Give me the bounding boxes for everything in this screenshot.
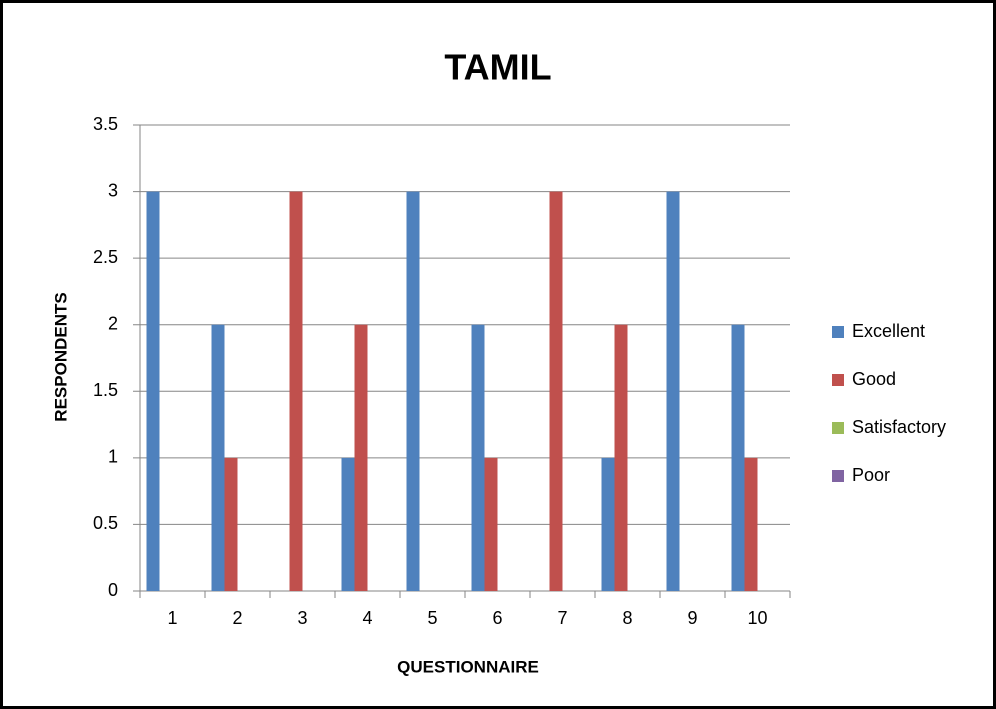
legend-swatch (832, 422, 844, 434)
y-tick-label: 0.5 (93, 513, 118, 533)
bar (471, 324, 485, 591)
bar (666, 191, 680, 592)
y-tick-label: 2 (108, 313, 118, 333)
legend-swatch (832, 470, 844, 482)
x-tick-label: 10 (747, 608, 767, 628)
legend-label: Satisfactory (852, 417, 946, 437)
bar (341, 457, 355, 591)
x-tick-label: 7 (557, 608, 567, 628)
bar (146, 191, 160, 592)
bar (224, 457, 238, 591)
bar (406, 191, 420, 592)
bar (549, 191, 563, 592)
x-tick-label: 3 (297, 608, 307, 628)
bar (484, 457, 498, 591)
y-axis-label: RESPONDENTS (51, 292, 70, 421)
bar (289, 191, 303, 592)
x-tick-label: 2 (232, 608, 242, 628)
bar (354, 324, 368, 591)
x-tick-label: 6 (492, 608, 502, 628)
x-axis-label: QUESTIONNAIRE (397, 657, 539, 676)
legend-label: Poor (852, 465, 890, 485)
y-tick-label: 1.5 (93, 380, 118, 400)
y-tick-label: 3.5 (93, 114, 118, 134)
y-tick-label: 1 (108, 447, 118, 467)
y-tick-label: 3 (108, 180, 118, 200)
bar (601, 457, 615, 591)
legend-swatch (832, 326, 844, 338)
x-tick-label: 4 (362, 608, 372, 628)
legend-label: Good (852, 369, 896, 389)
x-tick-label: 1 (167, 608, 177, 628)
legend-swatch (832, 374, 844, 386)
bar (211, 324, 225, 591)
bar (614, 324, 628, 591)
x-tick-label: 9 (687, 608, 697, 628)
y-tick-label: 2.5 (93, 247, 118, 267)
x-tick-label: 5 (427, 608, 437, 628)
y-tick-label: 0 (108, 580, 118, 600)
chart-title: TAMIL (444, 47, 551, 88)
x-tick-label: 8 (622, 608, 632, 628)
bar (744, 457, 758, 591)
bar (731, 324, 745, 591)
legend-label: Excellent (852, 321, 925, 341)
